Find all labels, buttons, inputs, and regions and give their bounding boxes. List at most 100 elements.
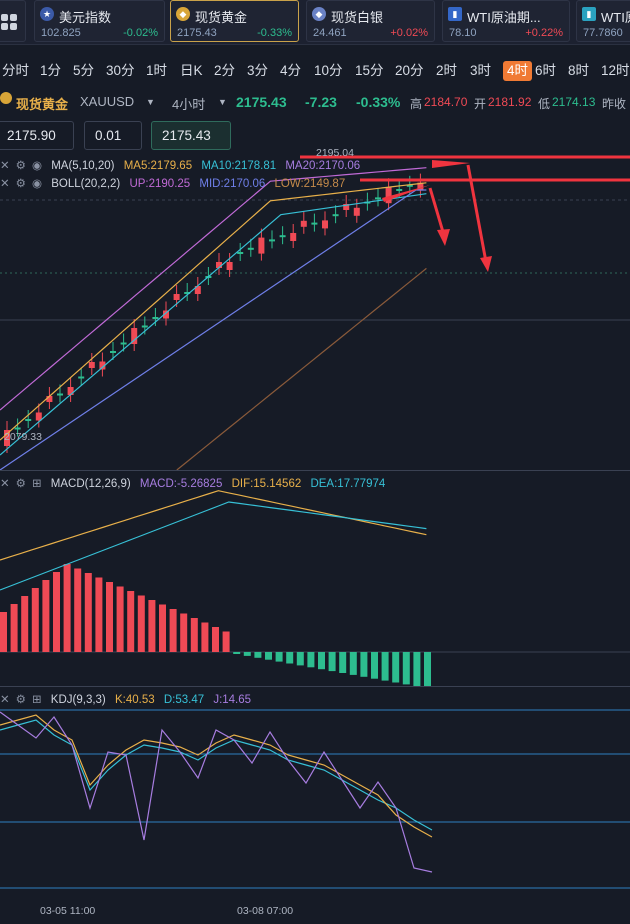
timeframe-tab[interactable]: 3时 (470, 63, 492, 78)
ticker-price: 102.825 (41, 27, 81, 39)
timeframe-tab[interactable]: 12时 (601, 63, 630, 78)
settings-icon[interactable]: ⚙ (15, 694, 26, 706)
boll-mid-value: MID:2170.06 (199, 178, 266, 190)
macd-bar (0, 612, 7, 652)
timeframe-tab[interactable]: 30分 (106, 63, 135, 78)
settings-icon[interactable]: ⚙ (15, 160, 26, 172)
candle-body (57, 393, 63, 396)
candle-body (4, 430, 10, 446)
macd-bar (254, 652, 262, 658)
wti-icon: ▮ (582, 7, 596, 21)
macd-bar (63, 564, 71, 652)
gold-coin-icon (0, 92, 12, 107)
macd-bar (148, 600, 156, 652)
timeframe-tab[interactable]: 4时 (503, 61, 533, 81)
ticker-name: WTI原 (601, 10, 630, 25)
prev-close-label: 昨收 (602, 97, 627, 111)
macd-bar (74, 568, 82, 652)
macd-bar (265, 652, 272, 660)
ticker-wti-futures[interactable]: ▮ WTI原油期... 78.10 +0.22% (442, 0, 570, 42)
boll-lower-line (0, 189, 427, 471)
candle-body (163, 310, 169, 319)
eye-icon[interactable]: ◉ (31, 178, 42, 190)
macd-bar (137, 595, 145, 652)
timeframe-tab[interactable]: 10分 (314, 63, 343, 78)
timeframe-tab[interactable]: 8时 (568, 63, 590, 78)
buy-price-button[interactable]: 2175.43 (151, 121, 231, 150)
macd-bar (10, 604, 18, 652)
ticker-name: 现货黄金 (195, 10, 248, 25)
timeframe-tab[interactable]: 6时 (535, 63, 557, 78)
ticker-usd-index[interactable]: ★ 美元指数 102.825 -0.02% (34, 0, 165, 42)
low-mark: 2079.33 (4, 431, 42, 443)
ticker-spot-gold[interactable]: ◆ 现货黄金 2175.43 -0.33% (170, 0, 299, 42)
gold-coin-icon: ◆ (176, 7, 190, 21)
macd-bar (349, 652, 357, 675)
candle-body (67, 387, 74, 395)
macd-bar (381, 652, 389, 681)
timeframe-tab[interactable]: 4分 (280, 63, 302, 78)
candle-body (375, 197, 381, 200)
boll-label: BOLL(20,2,2) (51, 178, 121, 190)
macd-bar (159, 604, 166, 652)
close-icon[interactable]: ✕ (0, 178, 10, 190)
add-icon[interactable]: ⊞ (31, 478, 42, 490)
period-label[interactable]: 4小时 (172, 97, 206, 112)
timeframe-tab[interactable]: 日K (180, 63, 203, 78)
candle-body (311, 222, 318, 225)
timeframe-tab[interactable]: 2分 (214, 63, 236, 78)
candle-body (88, 362, 95, 368)
symbol-name[interactable]: 现货黄金 (16, 97, 69, 112)
ma-legend: ✕ ⚙ ◉ MA(5,10,20) MA5:2179.65 MA10:2178.81… (0, 158, 366, 172)
candle-body (110, 351, 116, 353)
sell-price-button[interactable]: 2175.90 (0, 121, 74, 150)
timeframe-tab[interactable]: 分时 (2, 63, 29, 78)
candle-body (131, 328, 138, 344)
macd-bar (180, 613, 188, 652)
chevron-down-icon[interactable]: ▼ (218, 97, 227, 107)
settings-icon[interactable]: ⚙ (15, 478, 26, 490)
timeframe-tab[interactable]: 20分 (395, 63, 424, 78)
add-icon[interactable]: ⊞ (31, 694, 42, 706)
candle-body (216, 262, 222, 268)
macd-bar (424, 652, 431, 686)
open-value: 2181.92 (488, 95, 532, 109)
candle-body (184, 292, 191, 294)
macd-legend: ✕ ⚙ ⊞ MACD(12,26,9) MACD:-5.26825 DIF:15.1… (0, 476, 391, 490)
timeframe-tab[interactable]: 3分 (247, 63, 269, 78)
close-icon[interactable]: ✕ (0, 160, 10, 172)
high-value: 2184.70 (424, 95, 468, 109)
close-icon[interactable]: ✕ (0, 694, 10, 706)
annotation-arrow-line (466, 164, 488, 263)
symbol-code[interactable]: XAUUSD (80, 94, 135, 109)
close-icon[interactable]: ✕ (0, 478, 10, 490)
candle-body (290, 233, 297, 241)
macd-bar (42, 580, 50, 652)
ticker-wti-spot[interactable]: ▮ WTI原 77.7860 (576, 0, 630, 42)
macd-bar (339, 652, 347, 673)
timeframe-tab[interactable]: 15分 (355, 63, 384, 78)
timeframe-tab[interactable]: 2时 (436, 63, 458, 78)
d-value: D:53.47 (163, 694, 205, 706)
timeframe-tab[interactable]: 5分 (73, 63, 95, 78)
chevron-down-icon[interactable]: ▼ (146, 97, 155, 107)
candle-body (269, 239, 275, 242)
candle-body (322, 220, 328, 229)
timeframe-tab[interactable]: 1时 (146, 63, 168, 78)
macd-bar (275, 652, 283, 662)
ticker-change: -0.02% (123, 27, 158, 39)
lots-input[interactable]: 0.01 (84, 121, 142, 150)
ticker-name: 美元指数 (59, 10, 112, 25)
candle-body (78, 376, 85, 379)
candle-body (343, 204, 350, 210)
candle-body (237, 252, 244, 254)
panel-divider (0, 686, 630, 687)
timeframe-tab[interactable]: 1分 (40, 63, 62, 78)
eye-icon[interactable]: ◉ (31, 160, 42, 172)
apps-menu-button[interactable] (0, 0, 26, 42)
macd-bar (222, 631, 230, 652)
settings-icon[interactable]: ⚙ (15, 178, 26, 190)
macd-bar (286, 652, 294, 664)
ticker-spot-silver[interactable]: ◆ 现货白银 24.461 +0.02% (306, 0, 435, 42)
